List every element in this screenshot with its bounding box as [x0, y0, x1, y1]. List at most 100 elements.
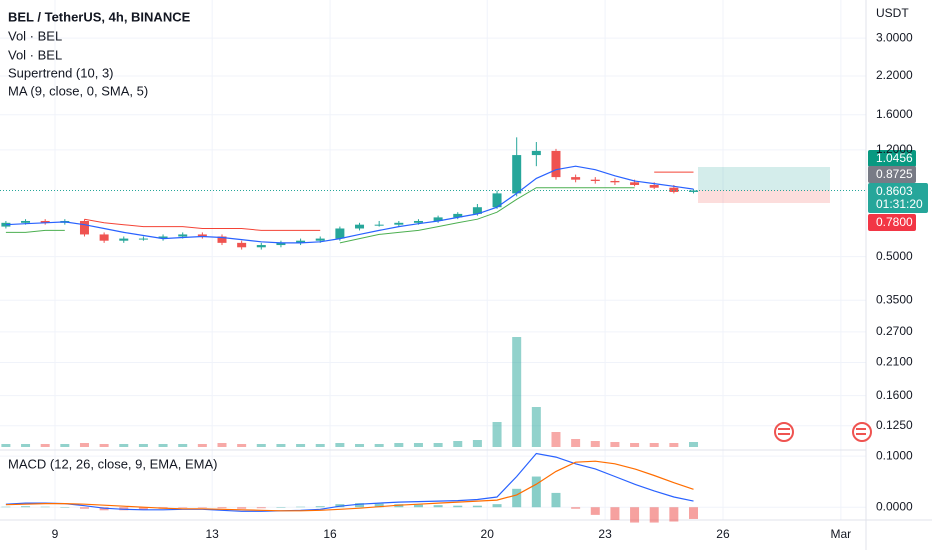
candle-body: [610, 180, 620, 183]
macd-histogram-bar: [197, 507, 207, 508]
macd-histogram-bar: [237, 507, 247, 509]
grid: [0, 0, 866, 520]
volume-bar: [610, 442, 620, 447]
candle-body: [99, 234, 109, 241]
volume-bar: [433, 443, 443, 447]
volume-bar: [551, 432, 561, 447]
y-tick-label: 0.2700: [876, 324, 913, 338]
candle-body: [79, 220, 89, 235]
macd-histogram-bar: [374, 503, 384, 508]
macd-histogram-bar: [413, 504, 423, 508]
candle-body: [355, 224, 365, 229]
volume-bar: [296, 444, 306, 447]
macd-histogram-bar: [551, 492, 561, 508]
macd-histogram-bar: [40, 506, 50, 508]
macd-histogram-bar: [79, 507, 89, 509]
y-tick-label: 3.0000: [876, 30, 913, 44]
volume-bar: [256, 444, 266, 447]
candle-body: [512, 155, 522, 194]
countdown-label: 01:31:20: [876, 197, 923, 211]
volume-bar: [178, 444, 188, 447]
macd-histogram-bar: [453, 505, 463, 508]
candle-body: [689, 190, 699, 192]
candle-body: [649, 184, 659, 188]
macd-histogram-bar: [590, 507, 600, 515]
candle-body: [197, 234, 207, 237]
y-tick-label: 0.2100: [876, 355, 913, 369]
y-tick-label: 0.1600: [876, 388, 913, 402]
macd-histogram-bar: [315, 506, 325, 508]
volume-bar: [492, 422, 502, 447]
chart-title: BEL / TetherUS, 4h, BINANCE: [8, 9, 191, 24]
event-flag[interactable]: [852, 422, 872, 442]
price-tag: [868, 183, 928, 213]
candle-body: [119, 238, 129, 241]
volume-bar: [315, 444, 325, 447]
price-tag: [868, 214, 916, 231]
legend-item: Vol · BEL: [8, 28, 62, 43]
volume-bar: [374, 444, 384, 447]
volume-bar: [99, 444, 109, 447]
candle-body: [237, 242, 247, 248]
x-tick-label: 20: [481, 527, 495, 541]
candle-body: [492, 193, 502, 208]
candle-body: [256, 245, 266, 248]
volume-bar: [335, 443, 345, 447]
volume-bar: [237, 444, 247, 447]
candle-body: [453, 213, 463, 218]
volume-bar: [669, 443, 679, 447]
candle-body: [138, 238, 148, 240]
volume-bar: [60, 444, 70, 447]
y-tick-label: 0.0000: [876, 499, 913, 513]
candle-body: [571, 177, 581, 180]
candle-body: [630, 182, 640, 185]
macd-histogram-bar: [610, 507, 620, 520]
macd-histogram-bar: [433, 505, 443, 508]
macd-histogram-bar: [296, 506, 306, 508]
long-zone: [698, 167, 830, 190]
macd-histogram-bar: [355, 503, 365, 508]
y-tick-label: 0.3500: [876, 292, 913, 306]
volume-bar: [590, 441, 600, 447]
candle-body: [40, 220, 50, 223]
macd-histogram-bar: [472, 505, 482, 508]
macd-histogram-bar: [492, 504, 502, 508]
y-tick-label: 1.2000: [876, 142, 913, 156]
candle-body: [413, 220, 423, 223]
macd-histogram-bar: [669, 507, 679, 522]
volume-bar: [531, 407, 541, 447]
x-tick-label: 16: [323, 527, 337, 541]
volume-bar: [689, 442, 699, 447]
candle-body: [158, 236, 168, 239]
macd-histogram-bar: [649, 507, 659, 523]
candle-body: [433, 217, 443, 221]
volume-bar: [197, 444, 207, 447]
x-tick-label: Mar: [831, 527, 852, 541]
candle-body: [335, 228, 345, 239]
legend-item: Supertrend (10, 3): [8, 65, 114, 80]
y-tick-label: 2.2000: [876, 68, 913, 82]
macd-histogram-bar: [138, 507, 148, 510]
volume-bar: [1, 444, 11, 447]
macd-histogram-bar: [531, 476, 541, 508]
price-tag-label: 0.7800: [876, 215, 913, 229]
event-flag[interactable]: [774, 422, 794, 442]
candle-body: [374, 224, 384, 226]
volume-bar: [158, 444, 168, 447]
candle-body: [217, 236, 227, 243]
y-tick-label: 0.1250: [876, 418, 913, 432]
price-tag: [868, 150, 916, 167]
macd-histogram-bar: [1, 506, 11, 508]
macd-histogram-bar: [178, 507, 188, 508]
volume-bar: [138, 444, 148, 447]
volume-bar: [355, 444, 365, 447]
volume-bar: [21, 444, 31, 447]
candle-body: [551, 150, 561, 178]
candle-body: [531, 150, 541, 156]
y-tick-label: 1.6000: [876, 107, 913, 121]
volume-bar: [217, 443, 227, 447]
x-tick-label: 26: [716, 527, 730, 541]
macd-histogram-bar: [512, 488, 522, 508]
macd-title: MACD (12, 26, close, 9, EMA, EMA): [8, 456, 218, 471]
